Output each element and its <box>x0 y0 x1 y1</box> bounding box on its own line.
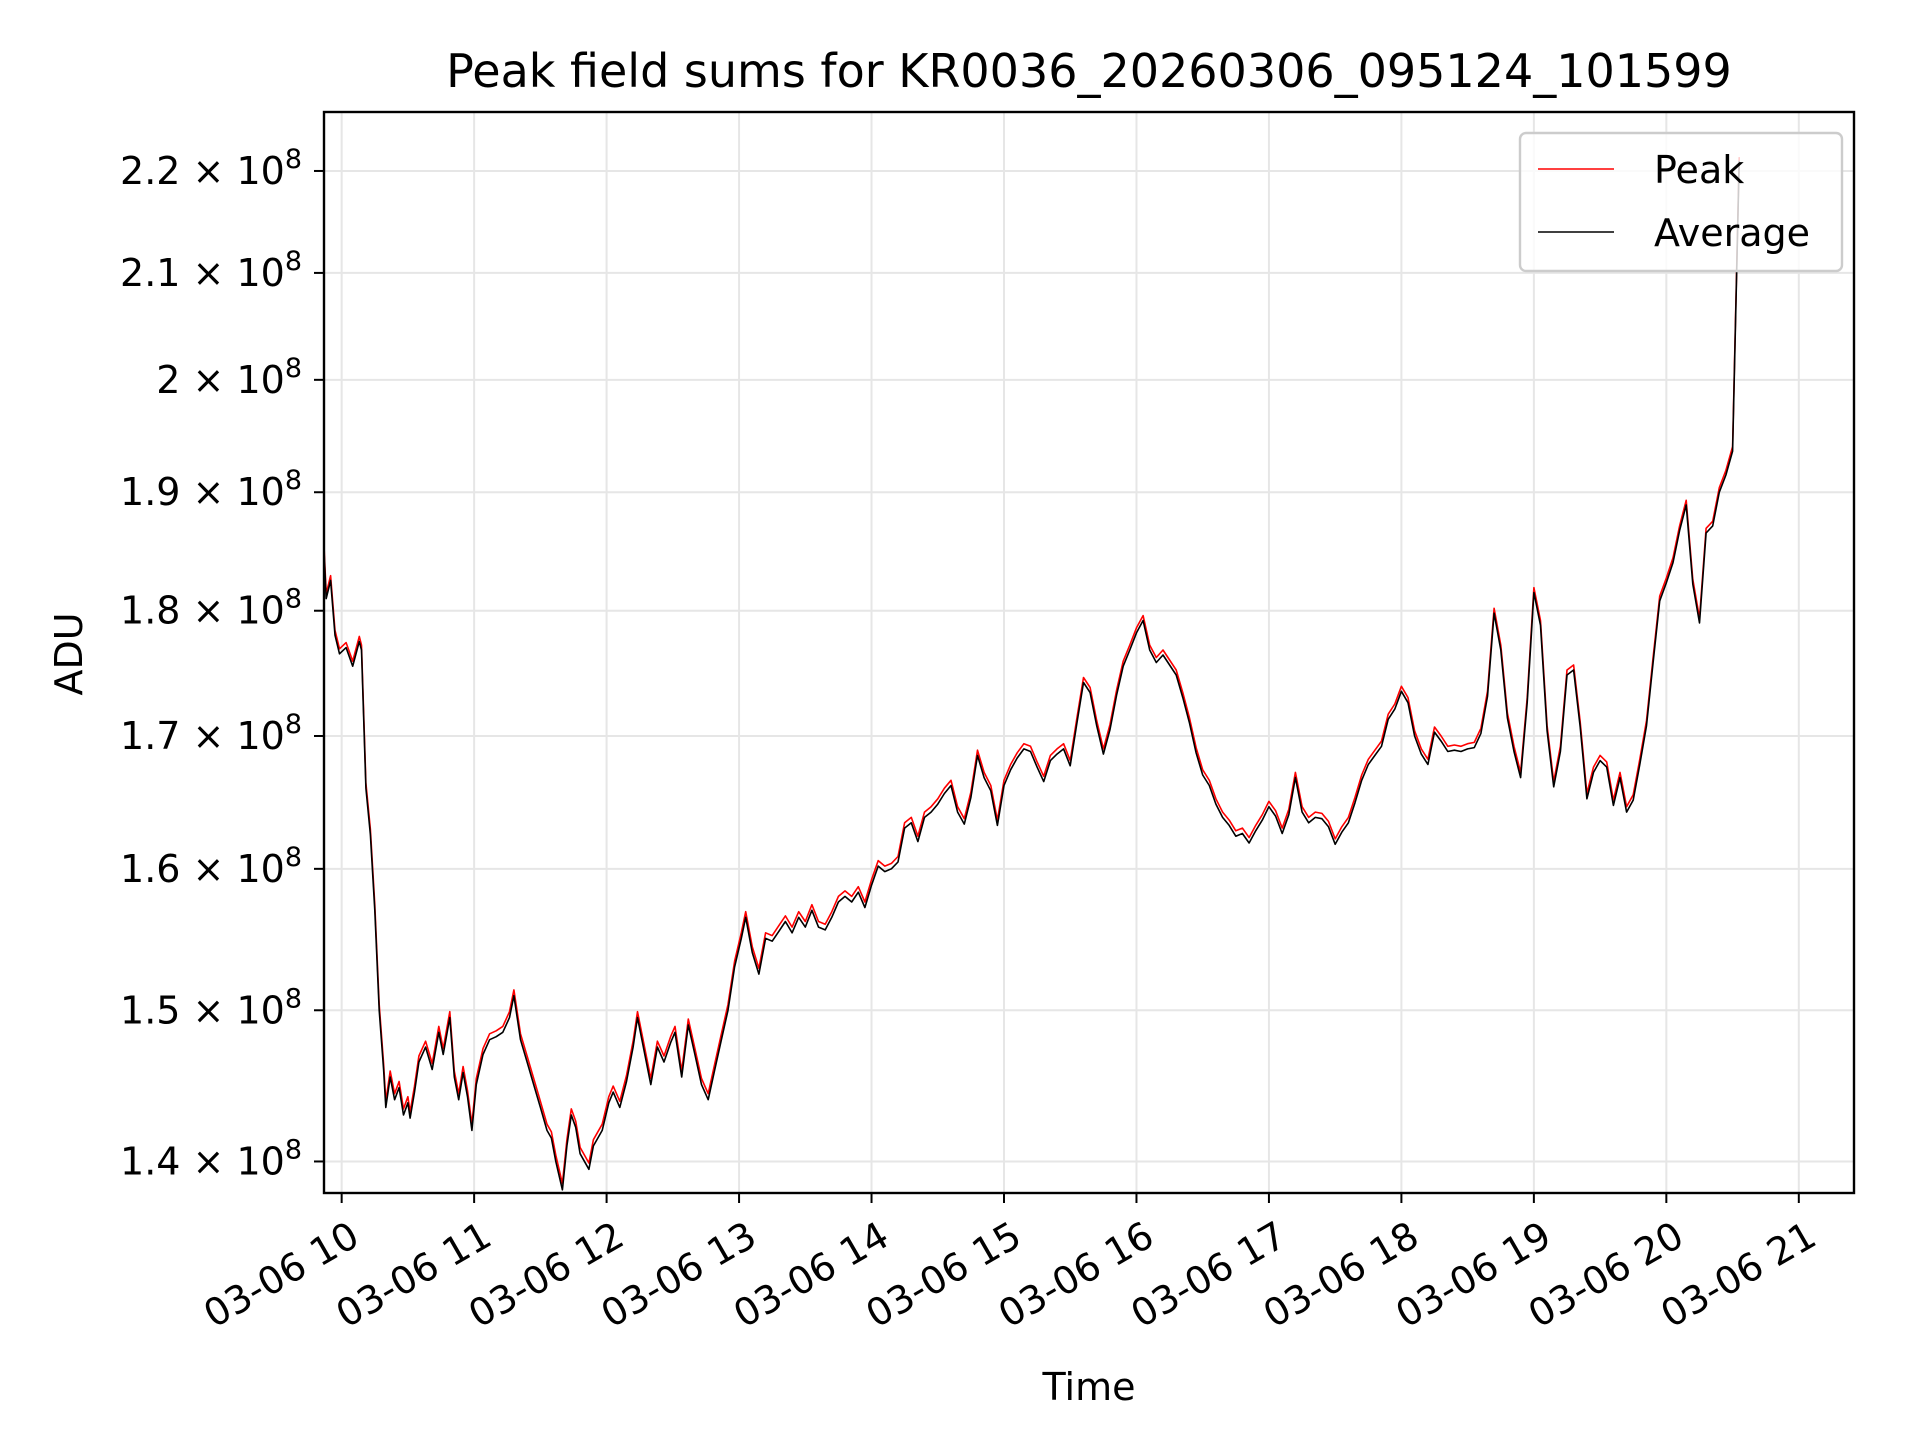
y-tick-label: 1.4 × 108 <box>120 1134 302 1183</box>
y-axis-ticks: 1.4 × 108 1.5 × 108 1.6 × 108 1.7 × 108 1.8 … <box>120 144 324 1183</box>
legend-label-peak: Peak <box>1654 148 1744 192</box>
y-tick-label: 1.6 × 108 <box>120 842 302 891</box>
y-tick-label: 2.2 × 108 <box>120 144 302 193</box>
series-layer <box>323 157 1740 1191</box>
y-axis-label: ADU <box>47 612 91 695</box>
y-tick-label: 1.5 × 108 <box>120 983 302 1032</box>
y-tick-label: 1.8 × 108 <box>120 584 302 633</box>
plot-area-frame <box>322 110 1856 1195</box>
grid-lines <box>324 112 1854 1193</box>
y-tick-label: 2.1 × 108 <box>120 246 302 295</box>
chart-title: Peak field sums for KR0036_20260306_0951… <box>446 44 1732 98</box>
y-tick-label: 2 × 108 <box>156 353 302 402</box>
y-tick-label: 1.9 × 108 <box>120 465 302 514</box>
series-line-average <box>323 160 1740 1191</box>
legend-label-average: Average <box>1654 211 1810 255</box>
y-tick-label: 1.7 × 108 <box>120 709 302 758</box>
legend: Peak Average <box>1518 131 1844 273</box>
legend-box <box>1518 131 1844 273</box>
x-axis-label: Time <box>1042 1365 1136 1409</box>
